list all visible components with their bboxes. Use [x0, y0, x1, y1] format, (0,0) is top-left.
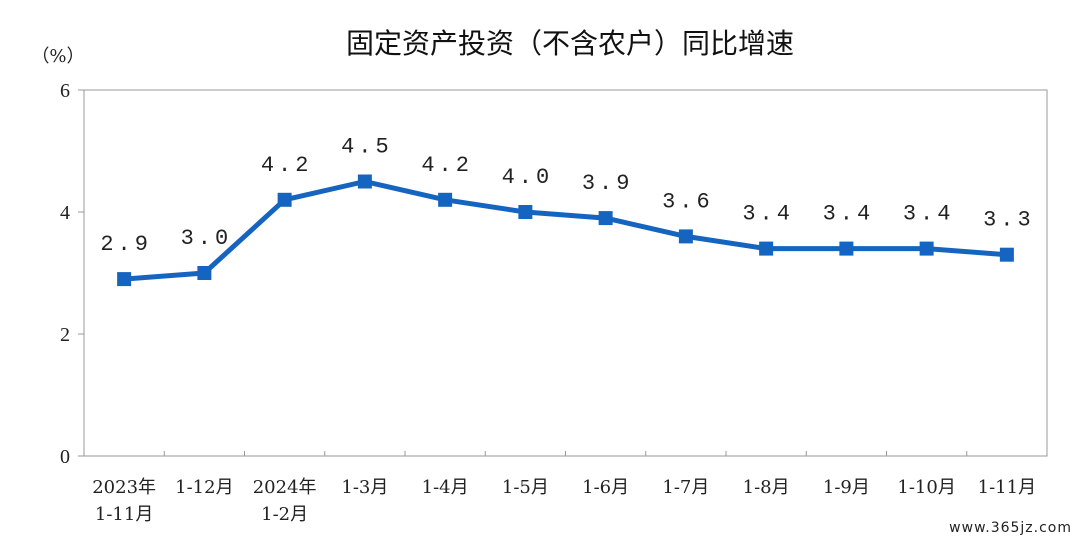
data-point-marker [197, 266, 212, 280]
x-tick-label: 1-12月 [175, 477, 233, 498]
data-label: 3.4 [823, 202, 875, 227]
series-line [121, 179, 1010, 282]
data-point-marker [759, 241, 774, 256]
x-tick-label: 1-11月 [978, 477, 1036, 498]
data-label: 3.4 [742, 202, 794, 227]
data-label: 4.2 [421, 153, 473, 178]
data-label: 4.5 [341, 135, 393, 160]
chart-title: 固定资产投资（不含农户）同比增速 [346, 27, 794, 60]
x-tick-label: 1-9月 [823, 477, 870, 498]
x-tick-label: 1-2月 [261, 504, 308, 525]
data-point-marker [999, 247, 1014, 262]
data-label: 3.9 [582, 171, 634, 196]
data-label: 3.0 [181, 226, 233, 251]
data-point-marker [919, 241, 934, 256]
data-point-marker [598, 211, 613, 226]
data-label: 3.6 [662, 189, 714, 214]
x-tick-label: 2024年 [253, 477, 317, 498]
x-tick-label: 1-3月 [341, 477, 388, 498]
x-tick-label: 2023年 [92, 477, 156, 498]
x-tick-label: 1-11月 [95, 504, 153, 525]
y-tick-label: 2 [60, 324, 70, 346]
x-tick-label: 1-6月 [582, 477, 629, 498]
x-tick-label: 1-7月 [662, 477, 709, 498]
data-point-marker [277, 192, 292, 207]
data-point-marker [839, 241, 854, 256]
data-label: 3.4 [903, 202, 955, 227]
y-tick-label: 0 [60, 446, 70, 468]
x-tick-label: 1-8月 [743, 477, 790, 498]
data-point-marker [438, 192, 453, 207]
data-point-marker [678, 229, 693, 244]
y-tick-label: 6 [60, 80, 70, 102]
y-unit-label: （%） [31, 46, 84, 67]
y-tick-label: 4 [60, 202, 70, 224]
x-tick-label: 1-4月 [422, 477, 469, 498]
data-point-marker [117, 272, 132, 287]
x-tick-label: 1-5月 [502, 477, 549, 498]
watermark: www.365jz.com [949, 520, 1072, 536]
x-tick-label: 1-10月 [897, 477, 955, 498]
data-point-marker [518, 205, 533, 219]
data-label: 4.0 [502, 165, 554, 190]
data-label: 2.9 [100, 232, 152, 257]
data-label: 3.3 [983, 208, 1035, 233]
data-label: 4.2 [261, 153, 313, 178]
data-point-marker [357, 174, 372, 189]
plot-area-frame [83, 89, 1048, 457]
